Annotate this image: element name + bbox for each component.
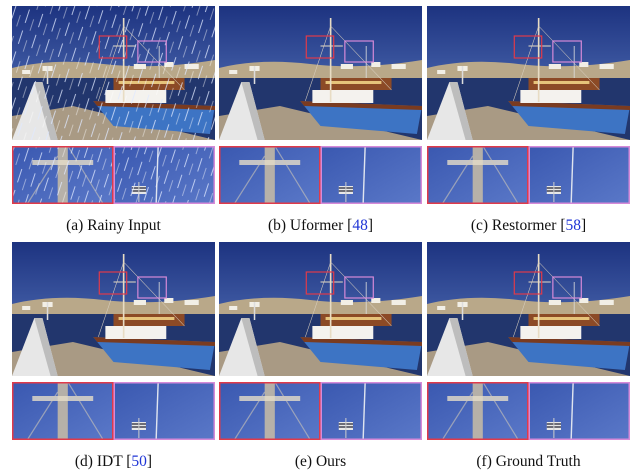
- rain-overlay: [114, 146, 216, 204]
- crop-right: [321, 146, 423, 204]
- crop-left: [12, 382, 114, 440]
- caption: (f) Ground Truth: [476, 453, 580, 470]
- caption-text: (c) Restormer [: [471, 217, 566, 234]
- caption: (a) Rainy Input: [66, 217, 161, 234]
- caption: (b) Uformer [48]: [268, 217, 373, 234]
- citation: 50: [131, 453, 147, 470]
- caption-text: (e) Ours: [295, 453, 346, 470]
- panel: (b) Uformer [48]: [219, 6, 422, 234]
- caption: (d) IDT [50]: [75, 453, 152, 470]
- scene-image: [427, 6, 630, 140]
- caption: (c) Restormer [58]: [471, 217, 586, 234]
- scene-image: [219, 6, 422, 140]
- crop-left: [427, 146, 529, 204]
- crop-left: [219, 146, 321, 204]
- caption-text: (f) Ground Truth: [476, 453, 580, 470]
- scene-image: [427, 242, 630, 376]
- caption-text: (b) Uformer [: [268, 217, 352, 234]
- caption-end: ]: [581, 217, 586, 234]
- figure: (a) Rainy Input(b) Uformer [48](c) Resto…: [0, 0, 634, 474]
- panel: (f) Ground Truth: [427, 242, 630, 470]
- crop-left: [219, 382, 321, 440]
- crop-right: [114, 382, 216, 440]
- panel: (e) Ours: [219, 242, 422, 470]
- caption: (e) Ours: [295, 453, 346, 470]
- crop-right: [529, 382, 631, 440]
- panel: (c) Restormer [58]: [427, 6, 630, 234]
- caption-text: (a) Rainy Input: [66, 217, 161, 234]
- scene-image: [12, 242, 215, 376]
- panel: (d) IDT [50]: [12, 242, 215, 470]
- scene-image: [219, 242, 422, 376]
- caption-end: ]: [147, 453, 152, 470]
- rain-overlay: [12, 6, 215, 140]
- crop-right: [529, 146, 631, 204]
- crop-right: [321, 382, 423, 440]
- rain-overlay: [12, 146, 114, 204]
- crop-left: [427, 382, 529, 440]
- citation: 58: [566, 217, 582, 234]
- caption-text: (d) IDT [: [75, 453, 132, 470]
- panel: (a) Rainy Input: [12, 6, 215, 234]
- citation: 48: [352, 217, 368, 234]
- caption-end: ]: [368, 217, 373, 234]
